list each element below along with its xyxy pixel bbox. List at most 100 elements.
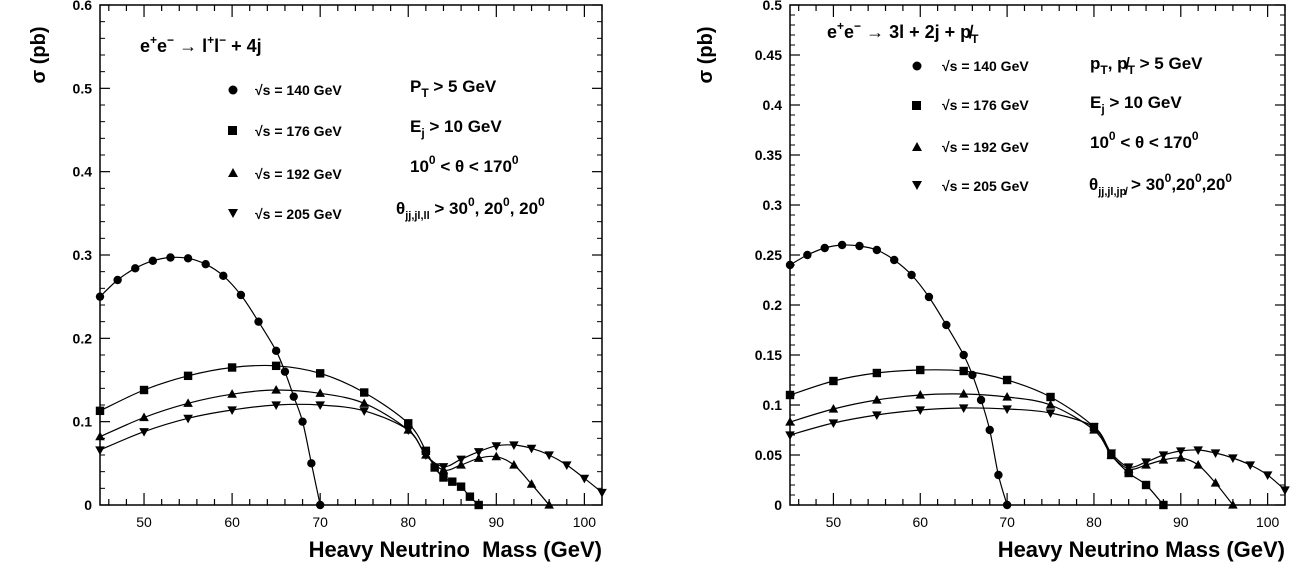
series-triangle-up xyxy=(95,385,554,509)
data-point xyxy=(1210,449,1221,458)
data-point xyxy=(872,411,882,420)
data-point xyxy=(916,365,925,375)
data-point xyxy=(915,406,926,415)
data-point xyxy=(994,470,1003,480)
data-point xyxy=(985,425,994,435)
y-tick-label: 0.2 xyxy=(763,297,783,313)
series-triangle-down xyxy=(785,404,1290,495)
legend-label: √s = 205 GeV xyxy=(255,206,342,222)
series-curves-left xyxy=(95,253,607,510)
series-line xyxy=(789,244,1008,506)
data-point xyxy=(829,376,838,386)
data-point xyxy=(544,500,554,509)
data-point xyxy=(785,431,795,440)
legend-item: √s = 176 GeV xyxy=(228,123,342,139)
legend-item: √s = 205 GeV xyxy=(912,178,1029,194)
circle-marker-icon xyxy=(228,85,238,95)
circle-marker-icon xyxy=(912,61,922,71)
data-point xyxy=(95,431,105,441)
data-point xyxy=(915,390,926,399)
axis-ticks-left: 0 0.1 0.2 0.3 0.4 0.5 0.6 50 60 70 80 90 100 xyxy=(73,0,603,530)
data-point xyxy=(959,366,968,376)
y-tick-label: 0.4 xyxy=(73,164,93,180)
data-point xyxy=(403,426,414,435)
data-point xyxy=(1123,463,1134,472)
cuts-right: pT, p̸T > 5 GeV Ej > 10 GeV 100 < θ < 17… xyxy=(1089,54,1232,198)
data-point xyxy=(872,245,882,255)
data-point xyxy=(456,482,466,491)
data-point xyxy=(907,270,916,280)
y-tick-label: 0.05 xyxy=(755,447,782,463)
data-point xyxy=(456,455,466,465)
data-point xyxy=(1193,460,1203,469)
data-point xyxy=(820,243,829,253)
y-tick-label: 0.6 xyxy=(73,0,93,13)
data-point xyxy=(785,417,795,426)
data-point xyxy=(958,404,969,413)
y-tick-label: 0 xyxy=(774,497,782,513)
x-tick-label: 90 xyxy=(1173,514,1189,530)
y-tick-label: 0.45 xyxy=(755,47,782,63)
chart-panel-right: σ (pb) Heavy Neutrino Mass (GeV) e+e− → … xyxy=(695,0,1290,562)
data-point xyxy=(872,368,882,378)
y-tick-label: 0.2 xyxy=(73,330,93,346)
data-point xyxy=(315,401,325,410)
data-point xyxy=(561,461,572,470)
data-point xyxy=(474,500,483,510)
data-point xyxy=(1002,500,1012,510)
x-axis-label-left: Heavy Neutrino Mass (GeV) xyxy=(309,537,602,562)
legend-label: √s = 176 GeV xyxy=(255,123,342,139)
data-point xyxy=(1228,500,1238,509)
legend-label: √s = 176 GeV xyxy=(942,97,1029,113)
data-point xyxy=(890,255,899,265)
legend-item: √s = 140 GeV xyxy=(912,58,1029,74)
y-tick-label: 0.1 xyxy=(73,414,93,430)
data-point xyxy=(236,290,246,300)
data-point xyxy=(219,271,228,281)
data-point xyxy=(439,473,448,482)
triangle-up-marker-icon xyxy=(228,168,238,177)
x-tick-label: 80 xyxy=(400,514,416,530)
data-point xyxy=(183,398,193,407)
data-point xyxy=(1106,449,1117,458)
data-point xyxy=(139,412,149,422)
data-point xyxy=(227,363,237,372)
series-triangle-up xyxy=(785,389,1238,509)
y-tick-label: 0.25 xyxy=(755,247,782,263)
data-point xyxy=(1193,446,1203,455)
x-tick-label: 80 xyxy=(1086,514,1102,530)
data-point xyxy=(1045,409,1056,418)
series-circle xyxy=(95,253,325,510)
legend-right: √s = 140 GeV √s = 176 GeV √s = 192 GeV √… xyxy=(912,58,1029,194)
data-point xyxy=(828,404,839,413)
data-point xyxy=(95,446,105,455)
x-tick-label: 50 xyxy=(826,514,842,530)
data-point xyxy=(1228,454,1238,463)
data-point xyxy=(95,406,105,416)
series-line xyxy=(99,389,550,506)
data-point xyxy=(1280,486,1290,495)
data-point xyxy=(1262,471,1273,480)
data-point xyxy=(280,367,290,376)
triangle-down-marker-icon xyxy=(228,209,238,218)
data-point xyxy=(298,417,307,426)
data-point xyxy=(448,477,457,486)
legend-label: √s = 192 GeV xyxy=(942,139,1029,155)
data-point xyxy=(465,492,475,501)
legend-item: √s = 192 GeV xyxy=(912,139,1029,155)
y-tick-label: 0.35 xyxy=(755,147,782,163)
data-point xyxy=(139,385,149,395)
data-point xyxy=(1175,447,1186,456)
data-point xyxy=(1045,400,1056,409)
series-triangle-down xyxy=(95,401,607,498)
data-point xyxy=(958,389,969,398)
data-point xyxy=(473,453,484,462)
x-tick-label: 70 xyxy=(999,514,1015,530)
process-label-right: e+e− → 3l + 2j + p̸T xyxy=(827,19,979,46)
legend-label: √s = 192 GeV xyxy=(255,166,342,182)
data-point xyxy=(95,292,105,301)
cut-ej: Ej > 10 GeV xyxy=(410,117,502,140)
data-point xyxy=(201,259,210,269)
cut-theta-sep: θjj,jl,jp̸ > 300,200,200 xyxy=(1089,171,1232,198)
